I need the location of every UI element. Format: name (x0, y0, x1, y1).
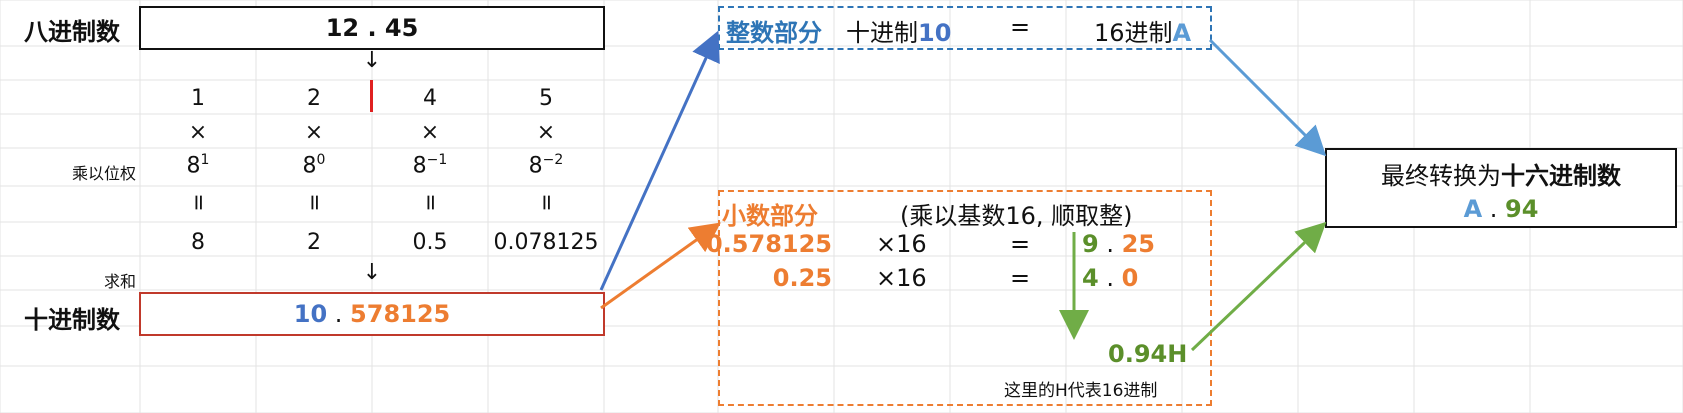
fraction-row-equals: = (1009, 264, 1031, 292)
fraction-part-note: (乘以基数16, 顺取整) (900, 202, 1133, 230)
equals-sign-vertical: = (417, 193, 443, 212)
decimal-label: 十进制数 (24, 306, 120, 334)
digit: 2 (307, 86, 321, 111)
final-value: A . 94 (1463, 195, 1539, 223)
equals-sign-vertical: = (533, 193, 559, 212)
equals-sign-vertical: = (185, 193, 211, 212)
product: 0.5 (412, 230, 448, 255)
weight: 80 (302, 152, 326, 179)
integer-part-equals: = (1009, 13, 1031, 41)
digit: 5 (539, 86, 553, 111)
fraction-row-mult: ×16 (876, 230, 927, 258)
product: 2 (307, 230, 321, 255)
decimal-point-marker (370, 80, 373, 112)
weight: 8−2 (528, 152, 564, 179)
octal-value-box: 12 . 45 (139, 6, 605, 50)
integer-part-label: 整数部分 (726, 19, 822, 47)
fraction-footnote: 这里的H代表16进制 (1004, 381, 1158, 401)
fraction-row-equals: = (1009, 230, 1031, 258)
fraction-row-mult: ×16 (876, 264, 927, 292)
weights-label: 乘以位权 (71, 164, 136, 183)
integer-part-hex: 16进制A (1094, 19, 1192, 47)
final-result-box: 最终转换为十六进制数 A . 94 (1325, 148, 1677, 228)
fraction-row-value: 0.578125 (705, 230, 832, 258)
fraction-row-result: 9 . 25 (1082, 230, 1155, 258)
product: 8 (191, 230, 205, 255)
down-arrow-sum: ↓ (362, 260, 382, 285)
weight: 81 (186, 152, 210, 179)
octal-label: 八进制数 (24, 18, 120, 46)
times-sign: × (420, 120, 440, 145)
digit: 4 (423, 86, 437, 111)
fraction-result: 0.94H (1108, 340, 1188, 368)
integer-part-decimal: 十进制10 (846, 19, 952, 47)
times-sign: × (304, 120, 324, 145)
fraction-part-label: 小数部分 (722, 202, 818, 230)
fraction-row-result: 4 . 0 (1082, 264, 1139, 292)
digit: 1 (191, 86, 205, 111)
sum-label: 求和 (103, 272, 136, 291)
down-arrow-top: ↓ (362, 48, 382, 73)
decimal-value: 10 . 578125 (293, 300, 451, 328)
product: 0.078125 (493, 230, 599, 255)
times-sign: × (188, 120, 208, 145)
integer-part-box (718, 6, 1212, 50)
fraction-row-value: 0.25 (772, 264, 832, 292)
decimal-value-box: 10 . 578125 (139, 292, 605, 336)
final-title: 最终转换为十六进制数 (1381, 162, 1621, 190)
weight: 8−1 (412, 152, 448, 179)
octal-value: 12 . 45 (325, 14, 419, 42)
equals-sign-vertical: = (301, 193, 327, 212)
times-sign: × (536, 120, 556, 145)
